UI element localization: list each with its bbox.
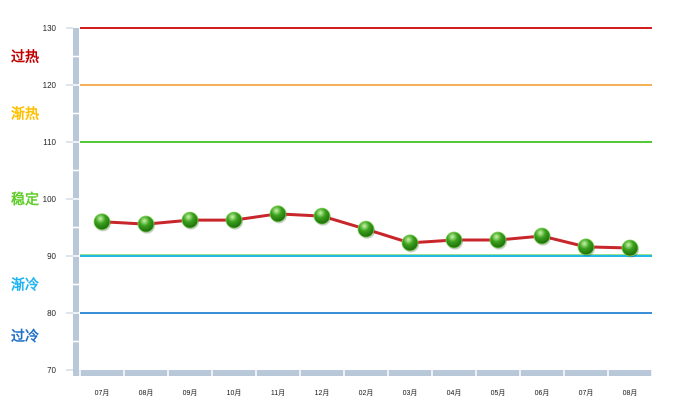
zone-label: 稳定 [11, 191, 39, 207]
x-tick-label: 11月 [271, 389, 285, 397]
data-point [313, 207, 331, 225]
data-point [445, 231, 463, 249]
data-point [93, 213, 111, 231]
x-tick-label: 06月 [535, 389, 550, 397]
y-tick-label: 70 [47, 366, 56, 375]
data-point [577, 238, 595, 256]
data-point [401, 234, 419, 252]
data-point [269, 205, 287, 223]
zone-label: 过热 [11, 49, 39, 65]
x-tick-label: 03月 [403, 389, 418, 397]
x-tick-label: 07月 [579, 389, 594, 397]
x-tick-label: 09月 [183, 389, 198, 397]
x-tick-label: 08月 [623, 389, 638, 397]
data-point [137, 215, 155, 233]
y-tick-label: 130 [43, 24, 57, 33]
data-point [533, 227, 551, 245]
y-tick-label: 120 [43, 81, 57, 90]
x-axis-bar [73, 370, 652, 376]
y-tick-label: 90 [47, 252, 56, 261]
data-point [225, 211, 243, 229]
zone-label: 过冷 [11, 328, 39, 344]
y-tick-label: 80 [47, 309, 56, 318]
x-tick-label: 02月 [359, 389, 374, 397]
x-tick-label: 10月 [227, 389, 242, 397]
data-point [621, 239, 639, 257]
data-point [181, 211, 199, 229]
data-point [489, 231, 507, 249]
zone-label: 渐热 [11, 106, 39, 122]
zone-label: 渐冷 [11, 277, 39, 293]
x-tick-label: 04月 [447, 389, 462, 397]
x-tick-label: 07月 [95, 389, 110, 397]
x-tick-label: 05月 [491, 389, 506, 397]
data-point [357, 220, 375, 238]
y-tick-label: 100 [43, 195, 57, 204]
y-tick-label: 110 [43, 138, 56, 147]
x-tick-label: 12月 [315, 389, 330, 397]
x-tick-label: 08月 [139, 389, 154, 397]
y-axis-bar [73, 28, 79, 376]
